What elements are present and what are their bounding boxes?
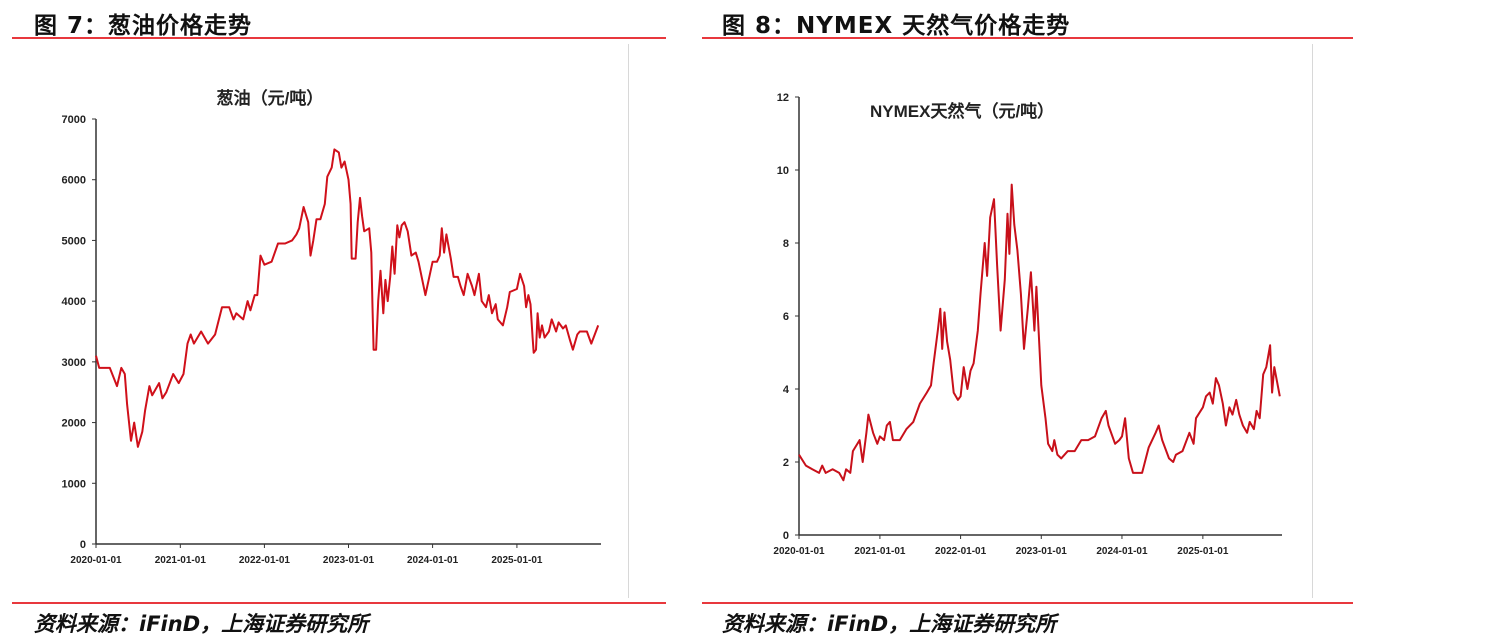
y-tick-label: 10 <box>777 165 789 177</box>
figure-7-source: 资料来源：iFinD，上海证券研究所 <box>34 612 369 636</box>
figure-7-bottom-rule <box>12 602 666 604</box>
chart-title: NYMEX天然气（元/吨） <box>870 101 1054 121</box>
x-tick-label: 2023-01-01 <box>323 555 375 566</box>
x-tick-label: 2025-01-01 <box>491 555 543 566</box>
figure-8-bottom-rule <box>702 602 1353 604</box>
x-tick-label: 2023-01-01 <box>1016 546 1068 557</box>
figure-7-title: 图 7：葱油价格走势 <box>34 13 253 39</box>
x-tick-label: 2021-01-01 <box>854 546 906 557</box>
x-tick-label: 2024-01-01 <box>407 555 459 566</box>
chart-1: 葱油（元/吨） 0 1000 2000 3000 4000 5000 6000 7000 2020… <box>62 88 601 566</box>
y-tick-label: 5000 <box>62 235 86 247</box>
figure-8-panel <box>740 44 1313 598</box>
figure-7-top-rule <box>12 37 666 39</box>
chart-2: NYMEX天然气（元/吨） 0 2 4 6 8 10 12 2020-01-01 2021-01-… <box>773 92 1282 557</box>
chart-title: 葱油（元/吨） <box>217 88 324 108</box>
y-tick-label: 7000 <box>62 114 86 126</box>
y-tick-label: 0 <box>80 539 86 551</box>
x-tick-label: 2022-01-01 <box>239 555 291 566</box>
figure-7-panel <box>40 44 629 598</box>
x-tick-label: 2020-01-01 <box>70 555 122 566</box>
series-line <box>798 183 1281 482</box>
y-tick-label: 0 <box>783 530 789 542</box>
y-tick-label: 4000 <box>62 296 86 308</box>
y-tick-label: 3000 <box>62 357 86 369</box>
y-tick-label: 6000 <box>62 175 86 187</box>
y-tick-label: 12 <box>777 92 789 104</box>
y-tick-label: 2 <box>783 457 789 469</box>
x-tick-label: 2025-01-01 <box>1177 546 1229 557</box>
y-tick-label: 6 <box>783 311 789 323</box>
y-tick-label: 8 <box>783 238 789 250</box>
y-tick-label: 4 <box>783 384 790 396</box>
figure-8-source: 资料来源：iFinD，上海证券研究所 <box>722 612 1057 636</box>
series-line <box>95 148 600 448</box>
figure-8-title: 图 8：NYMEX 天然气价格走势 <box>722 13 1071 39</box>
y-tick-label: 1000 <box>62 478 86 490</box>
x-tick-label: 2020-01-01 <box>773 546 825 557</box>
x-tick-label: 2024-01-01 <box>1096 546 1148 557</box>
x-tick-label: 2021-01-01 <box>155 555 207 566</box>
y-tick-label: 2000 <box>62 418 86 430</box>
x-tick-label: 2022-01-01 <box>935 546 987 557</box>
figure-8-top-rule <box>702 37 1353 39</box>
